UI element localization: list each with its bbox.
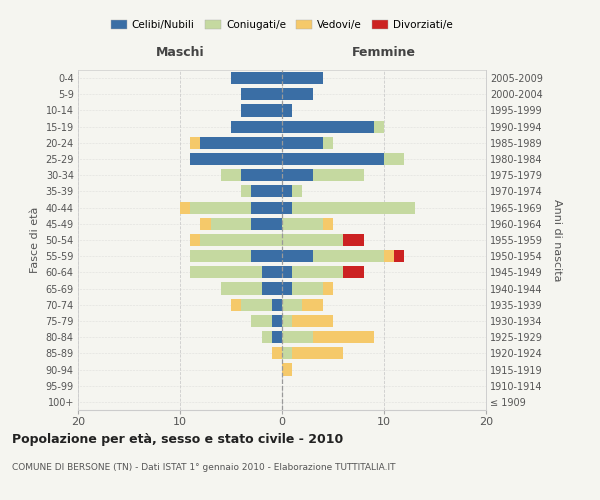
Bar: [282, 137, 323, 149]
Bar: [282, 348, 292, 360]
Bar: [394, 250, 404, 262]
Bar: [282, 120, 374, 132]
Bar: [180, 202, 190, 213]
Text: Femmine: Femmine: [352, 46, 416, 60]
Bar: [292, 202, 415, 213]
Bar: [323, 218, 333, 230]
Bar: [282, 202, 292, 213]
Bar: [313, 169, 364, 181]
Bar: [251, 202, 282, 213]
Bar: [200, 137, 282, 149]
Bar: [190, 266, 262, 278]
Bar: [221, 169, 241, 181]
Bar: [292, 266, 343, 278]
Bar: [282, 298, 302, 311]
Bar: [313, 331, 374, 343]
Bar: [241, 186, 251, 198]
Text: COMUNE DI BERSONE (TN) - Dati ISTAT 1° gennaio 2010 - Elaborazione TUTTITALIA.IT: COMUNE DI BERSONE (TN) - Dati ISTAT 1° g…: [12, 462, 395, 471]
Bar: [282, 88, 313, 101]
Bar: [262, 266, 282, 278]
Bar: [343, 266, 364, 278]
Bar: [282, 315, 292, 327]
Bar: [231, 298, 241, 311]
Y-axis label: Fasce di età: Fasce di età: [30, 207, 40, 273]
Bar: [272, 315, 282, 327]
Y-axis label: Anni di nascita: Anni di nascita: [553, 198, 562, 281]
Bar: [241, 298, 272, 311]
Bar: [292, 186, 302, 198]
Bar: [282, 364, 292, 376]
Bar: [282, 250, 313, 262]
Bar: [200, 218, 211, 230]
Bar: [282, 169, 313, 181]
Bar: [282, 104, 292, 117]
Bar: [200, 234, 282, 246]
Bar: [251, 250, 282, 262]
Bar: [282, 218, 323, 230]
Bar: [282, 72, 323, 84]
Bar: [343, 234, 364, 246]
Bar: [190, 234, 200, 246]
Bar: [272, 348, 282, 360]
Bar: [190, 202, 251, 213]
Bar: [292, 315, 333, 327]
Bar: [190, 137, 200, 149]
Bar: [282, 153, 384, 165]
Bar: [190, 153, 282, 165]
Bar: [251, 218, 282, 230]
Bar: [282, 266, 292, 278]
Bar: [221, 282, 262, 294]
Bar: [231, 72, 282, 84]
Text: Popolazione per età, sesso e stato civile - 2010: Popolazione per età, sesso e stato civil…: [12, 432, 343, 446]
Bar: [313, 250, 384, 262]
Bar: [384, 153, 404, 165]
Bar: [302, 298, 323, 311]
Bar: [231, 120, 282, 132]
Bar: [262, 331, 272, 343]
Bar: [282, 186, 292, 198]
Bar: [190, 250, 251, 262]
Bar: [241, 104, 282, 117]
Bar: [241, 169, 282, 181]
Text: Maschi: Maschi: [155, 46, 205, 60]
Bar: [251, 315, 272, 327]
Bar: [292, 282, 323, 294]
Bar: [262, 282, 282, 294]
Bar: [272, 298, 282, 311]
Bar: [323, 137, 333, 149]
Bar: [282, 282, 292, 294]
Bar: [282, 331, 313, 343]
Bar: [282, 234, 343, 246]
Bar: [323, 282, 333, 294]
Bar: [292, 348, 343, 360]
Bar: [251, 186, 282, 198]
Bar: [384, 250, 394, 262]
Bar: [241, 88, 282, 101]
Bar: [211, 218, 251, 230]
Legend: Celibi/Nubili, Coniugati/e, Vedovi/e, Divorziati/e: Celibi/Nubili, Coniugati/e, Vedovi/e, Di…: [107, 16, 457, 34]
Bar: [272, 331, 282, 343]
Bar: [374, 120, 384, 132]
